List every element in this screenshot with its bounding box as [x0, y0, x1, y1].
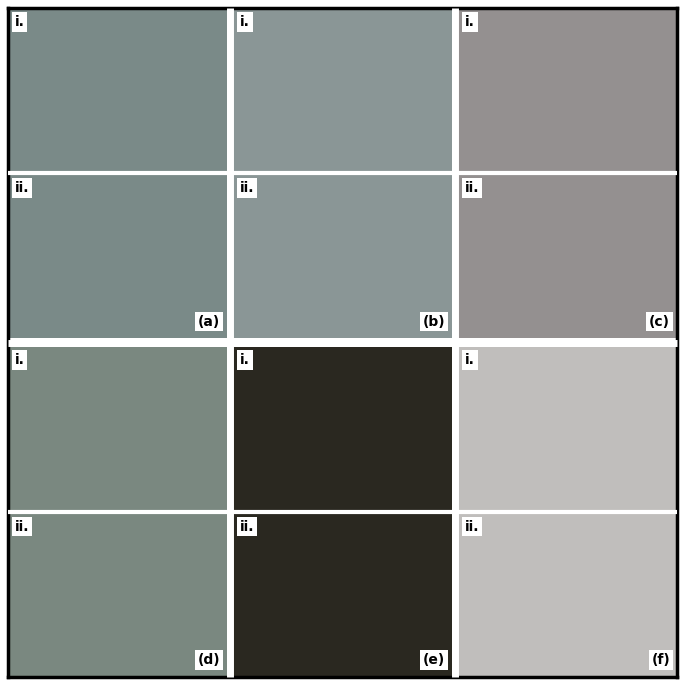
- Text: i.: i.: [465, 353, 475, 367]
- Text: i.: i.: [15, 15, 25, 29]
- Text: (c): (c): [649, 314, 670, 329]
- Text: (e): (e): [423, 653, 445, 667]
- Text: ii.: ii.: [240, 520, 254, 534]
- Text: (f): (f): [651, 653, 670, 667]
- Text: i.: i.: [240, 15, 250, 29]
- Text: (d): (d): [197, 653, 220, 667]
- Text: ii.: ii.: [465, 520, 479, 534]
- Text: i.: i.: [15, 353, 25, 367]
- Text: i.: i.: [240, 353, 250, 367]
- Text: ii.: ii.: [465, 182, 479, 195]
- Text: (a): (a): [198, 314, 220, 329]
- Text: i.: i.: [465, 15, 475, 29]
- Text: ii.: ii.: [240, 182, 254, 195]
- Text: ii.: ii.: [15, 520, 29, 534]
- Text: ii.: ii.: [15, 182, 29, 195]
- Text: (b): (b): [423, 314, 445, 329]
